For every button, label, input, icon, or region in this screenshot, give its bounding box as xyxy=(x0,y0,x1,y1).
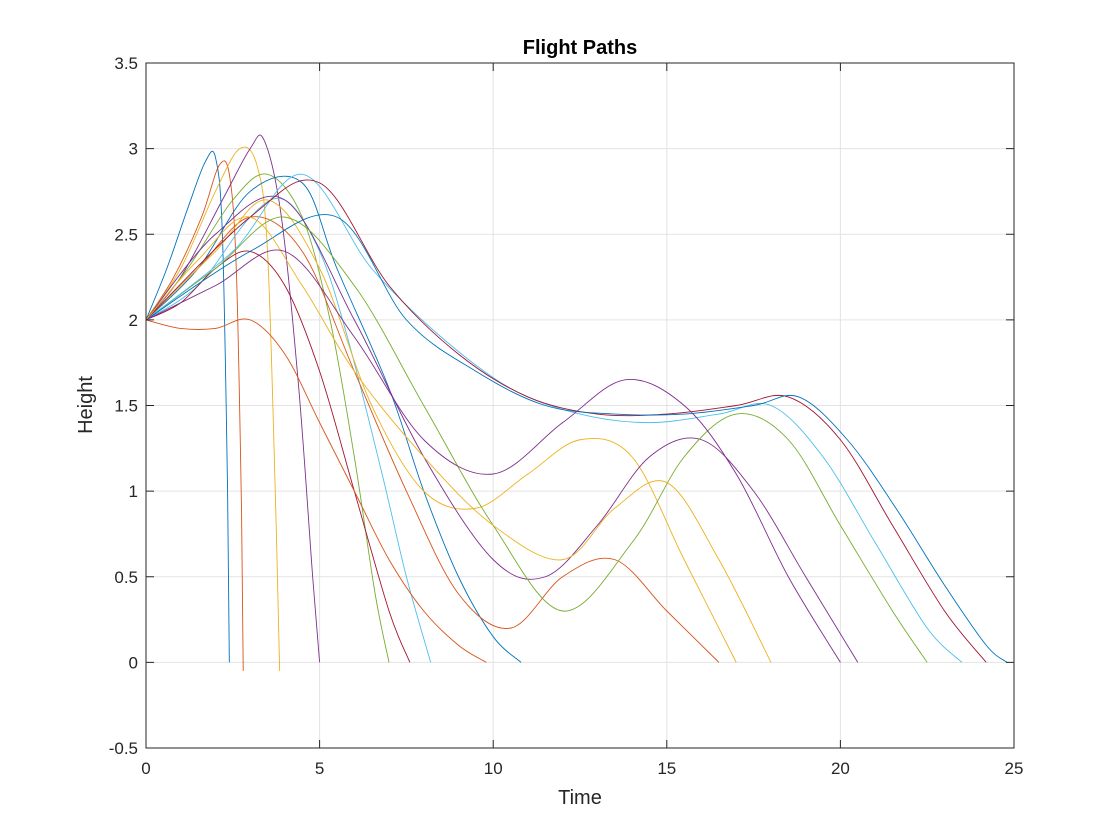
y-tick-label: 1.5 xyxy=(114,397,138,416)
series-line xyxy=(145,197,432,663)
y-tick-label: 3 xyxy=(129,140,138,159)
y-tick-label: -0.5 xyxy=(109,739,138,758)
grid-lines xyxy=(146,63,1014,748)
series-line xyxy=(145,173,963,663)
x-tick-label: 20 xyxy=(831,759,850,778)
series-line xyxy=(145,216,928,663)
series-line xyxy=(145,249,841,663)
y-tick-label: 3.5 xyxy=(114,54,138,73)
y-tick-label: 2 xyxy=(129,311,138,330)
y-tick-label: 2.5 xyxy=(114,225,138,244)
series-line xyxy=(145,216,772,663)
series-line xyxy=(145,179,987,663)
x-axis-label: Time xyxy=(558,787,602,809)
y-tick-labels: -0.5 0 0.5 1 1.5 2 2.5 3 3.5 xyxy=(109,54,138,758)
series-line xyxy=(145,199,737,663)
x-tick-label: 0 xyxy=(141,759,150,778)
series-line xyxy=(145,160,244,671)
x-tick-label: 5 xyxy=(315,759,324,778)
series-line xyxy=(145,173,390,663)
series-line xyxy=(145,146,281,671)
series-line xyxy=(145,150,230,663)
chart-title: Flight Paths xyxy=(523,37,637,59)
y-tick-label: 1 xyxy=(129,482,138,501)
series-line xyxy=(145,175,522,663)
y-axis-label: Height xyxy=(75,376,97,434)
series-line xyxy=(145,214,1008,663)
series-line xyxy=(145,318,487,663)
x-tick-labels: 0 5 10 15 20 25 xyxy=(141,759,1023,778)
series-group xyxy=(145,134,1008,671)
series-line xyxy=(145,250,411,663)
y-tick-label: 0.5 xyxy=(114,568,138,587)
tick-marks xyxy=(145,62,1015,749)
y-tick-label: 0 xyxy=(129,653,138,672)
x-tick-label: 15 xyxy=(657,759,676,778)
x-tick-label: 10 xyxy=(484,759,503,778)
x-tick-label: 25 xyxy=(1005,759,1024,778)
series-line xyxy=(145,195,859,663)
series-line xyxy=(145,134,321,663)
